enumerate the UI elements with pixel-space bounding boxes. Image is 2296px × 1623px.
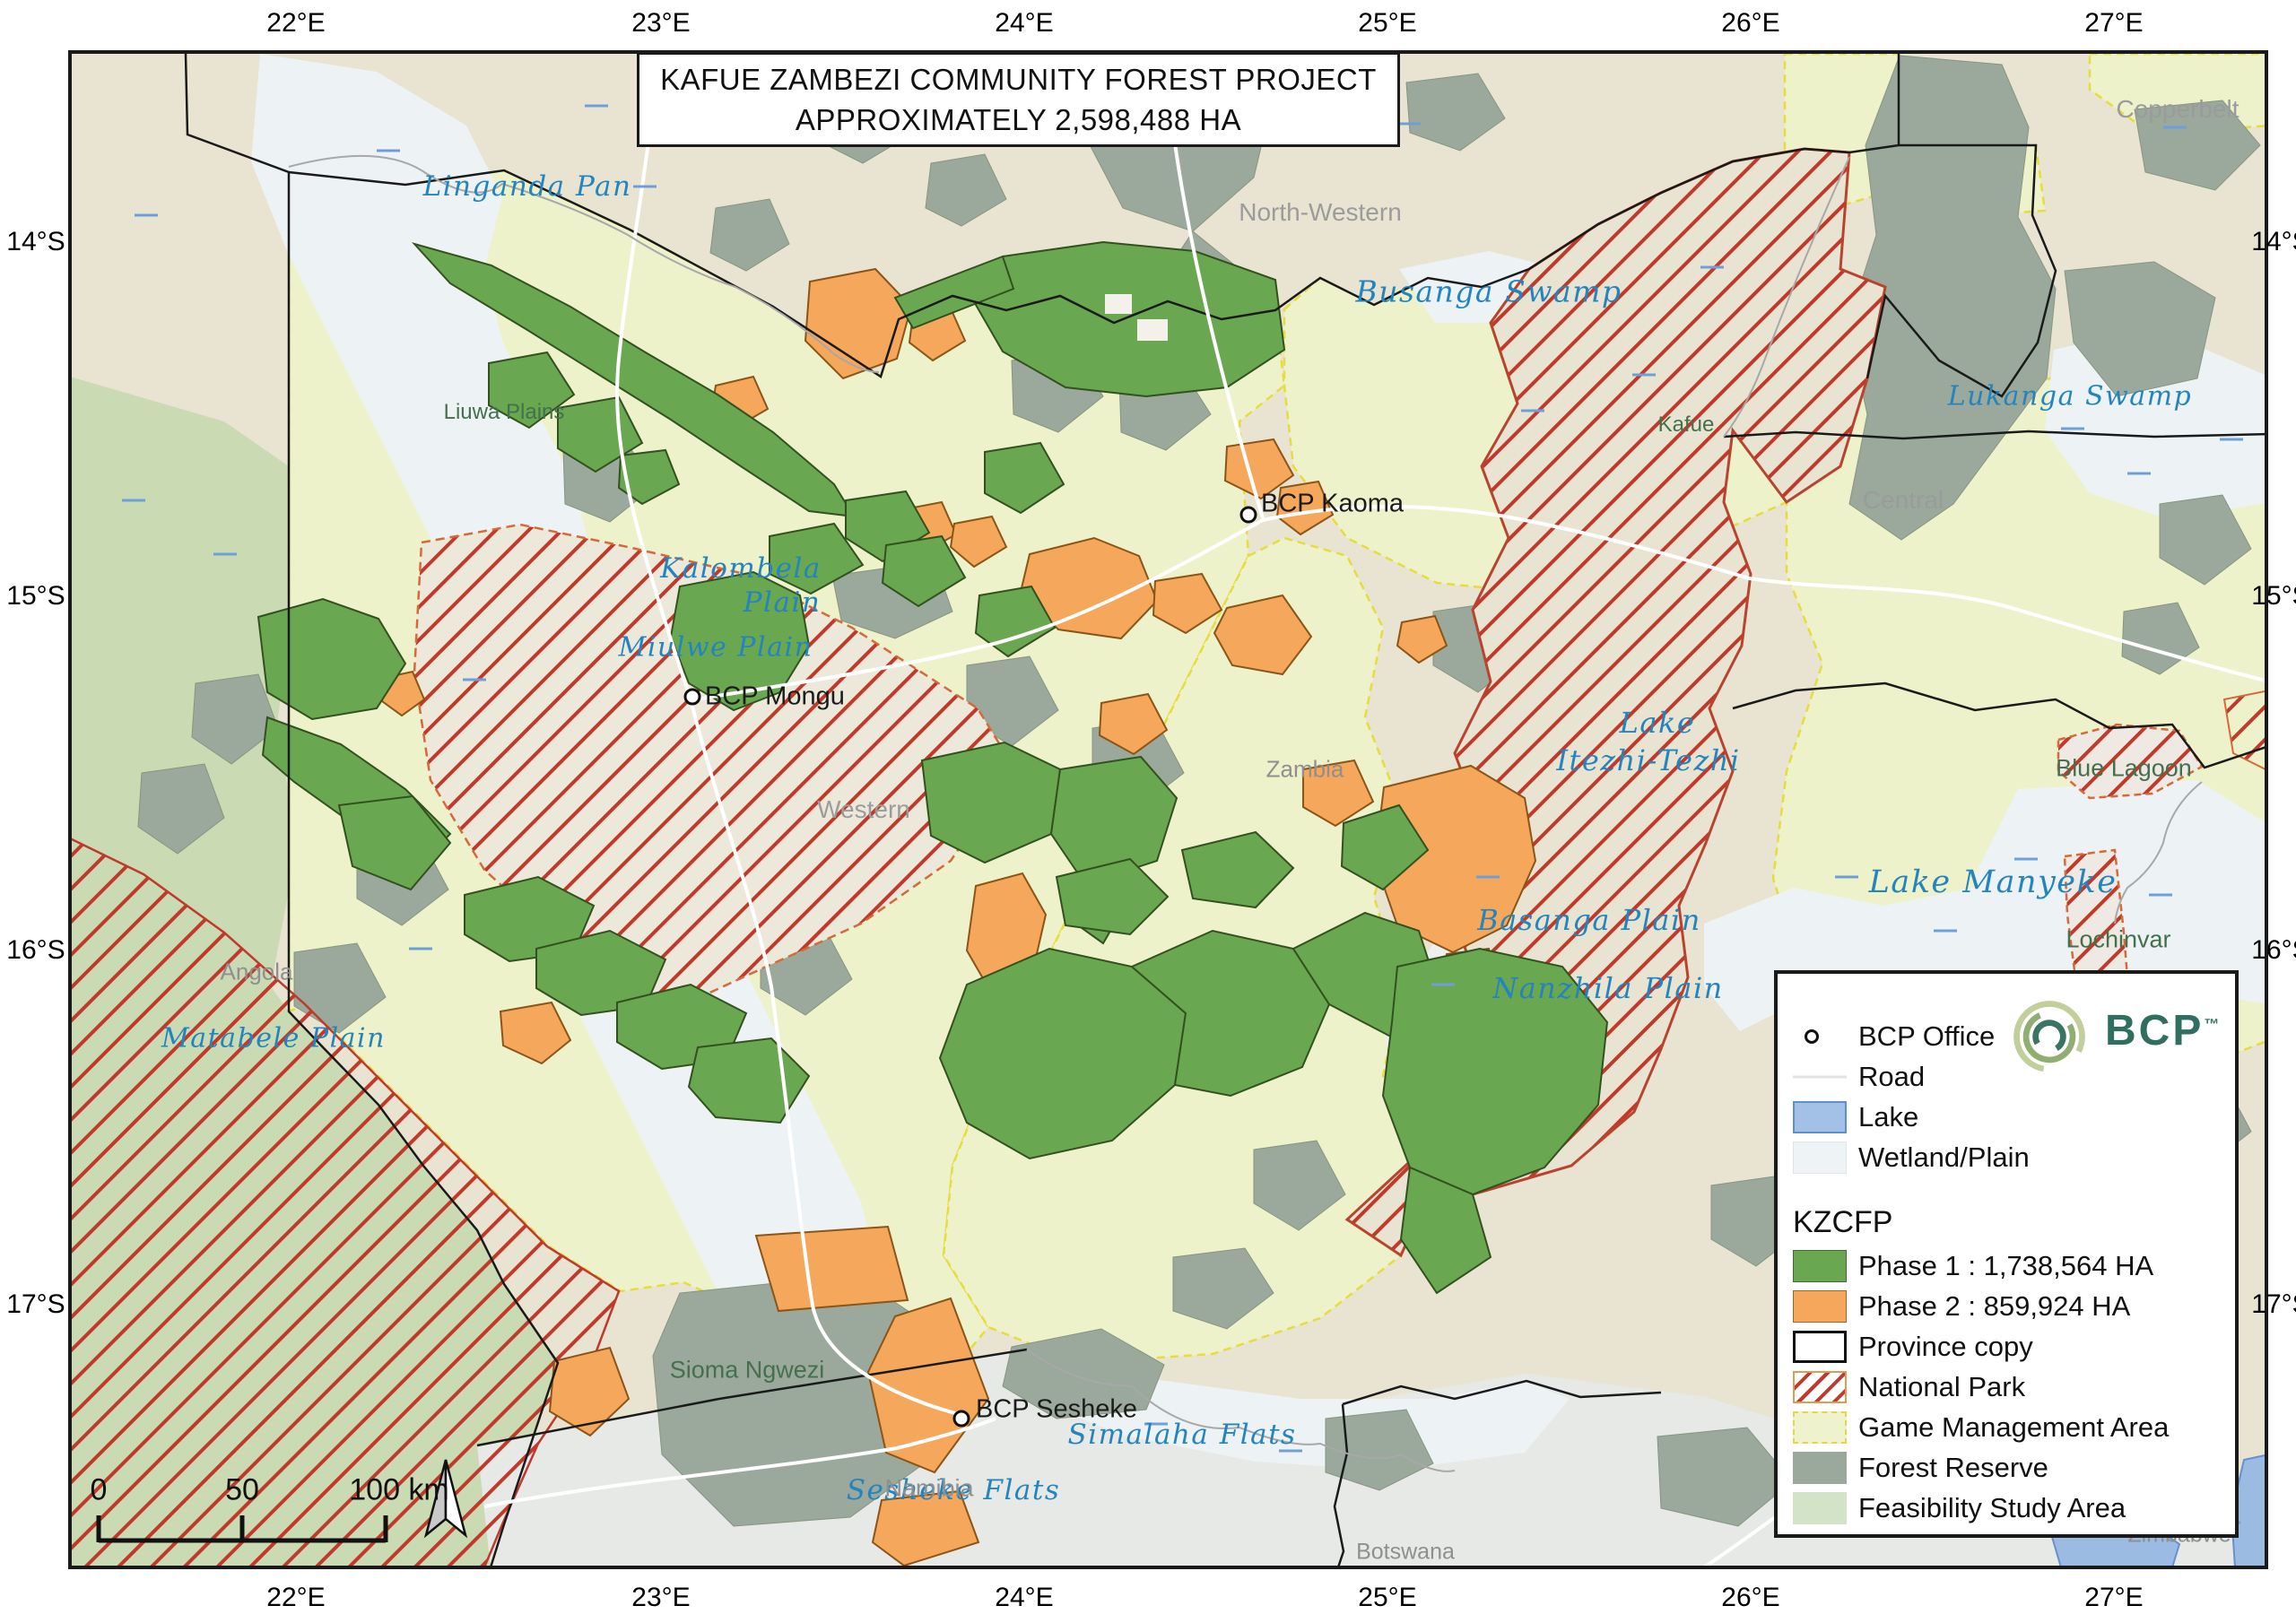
legend-label-forest-reserve: Forest Reserve bbox=[1858, 1452, 2048, 1483]
lake-swatch bbox=[1793, 1101, 1847, 1133]
legend-label-lake: Lake bbox=[1858, 1101, 1919, 1133]
legend-item-lake: Lake bbox=[1778, 1098, 2235, 1137]
bcp-logo-tm: ™ bbox=[2204, 1016, 2222, 1033]
legend-item-wetland: Wetland/Plain bbox=[1778, 1138, 2235, 1177]
legend-label-gma: Game Management Area bbox=[1858, 1411, 2170, 1443]
legend-item-gma: Game Management Area bbox=[1778, 1408, 2235, 1447]
legend-item-feasibility: Feasibility Study Area bbox=[1778, 1488, 2235, 1528]
admin-borders bbox=[184, 53, 2266, 1567]
legend-item-forest-reserve: Forest Reserve bbox=[1778, 1448, 2235, 1488]
scale-100: 100 km bbox=[349, 1472, 449, 1507]
legend-group-title: KZCFP bbox=[1793, 1205, 1893, 1239]
bcp-office-markers bbox=[683, 506, 1257, 1428]
wetland-swatch bbox=[1793, 1141, 1847, 1174]
scale-50: 50 bbox=[225, 1472, 259, 1507]
settlement-hole bbox=[1105, 294, 1132, 314]
legend-item-bcp-office: BCP Office bbox=[1778, 1017, 2235, 1056]
map-title-line1: KAFUE ZAMBEZI COMMUNITY FOREST PROJECT bbox=[660, 63, 1377, 96]
legend-label-national-park: National Park bbox=[1858, 1371, 2026, 1402]
legend-item-road: Road bbox=[1778, 1057, 2235, 1097]
phase2-swatch bbox=[1793, 1290, 1847, 1323]
map-title-line2: APPROXIMATELY 2,598,488 HA bbox=[795, 103, 1242, 136]
legend-item-phase1: Phase 1 : 1,738,564 HA bbox=[1778, 1246, 2235, 1286]
phase1-swatch bbox=[1793, 1250, 1847, 1282]
national-park-swatch bbox=[1793, 1371, 1847, 1403]
legend-label-phase1: Phase 1 : 1,738,564 HA bbox=[1858, 1250, 2154, 1281]
legend-label-bcp-office: BCP Office bbox=[1858, 1020, 1996, 1052]
bcp-logo-icon bbox=[2013, 1001, 2085, 1072]
rivers bbox=[288, 154, 2203, 1472]
legend-item-province: Province copy bbox=[1778, 1327, 2235, 1367]
province-swatch bbox=[1793, 1331, 1847, 1363]
map-layers bbox=[70, 52, 2266, 1567]
north-arrow-icon bbox=[423, 1459, 468, 1539]
scale-0: 0 bbox=[90, 1472, 108, 1507]
legend-item-phase2: Phase 2 : 859,924 HA bbox=[1778, 1287, 2235, 1326]
bcp-office-icon bbox=[952, 1410, 970, 1428]
gma-swatch bbox=[1793, 1411, 1847, 1444]
settlement-hole bbox=[1137, 319, 1168, 341]
scale-bar bbox=[96, 1515, 388, 1543]
legend-label-feasibility: Feasibility Study Area bbox=[1858, 1492, 2126, 1523]
legend-label-road: Road bbox=[1858, 1061, 1926, 1092]
legend-label-province: Province copy bbox=[1858, 1331, 2033, 1362]
bcp-logo-word: BCP bbox=[2105, 1007, 2205, 1055]
forest-reserve-swatch bbox=[1793, 1452, 1847, 1484]
bcp-office-icon bbox=[1239, 506, 1257, 524]
feasibility-swatch bbox=[1793, 1492, 1847, 1524]
bcp-logo: BCP™ bbox=[2006, 994, 2222, 1080]
map-title: KAFUE ZAMBEZI COMMUNITY FOREST PROJECT A… bbox=[637, 52, 1400, 147]
legend-label-wetland: Wetland/Plain bbox=[1858, 1141, 2030, 1173]
bcp-logo-text: BCP™ bbox=[2105, 1006, 2222, 1055]
phase1-areas bbox=[257, 240, 1609, 1295]
road-line-icon bbox=[1793, 1075, 1847, 1079]
legend: BCP Office Road Lake Wetland/Plain KZCFP… bbox=[1774, 970, 2239, 1538]
bcp-office-icon bbox=[1805, 1029, 1819, 1044]
legend-label-phase2: Phase 2 : 859,924 HA bbox=[1858, 1290, 2131, 1322]
legend-item-national-park: National Park bbox=[1778, 1367, 2235, 1407]
bcp-office-icon bbox=[683, 688, 701, 706]
